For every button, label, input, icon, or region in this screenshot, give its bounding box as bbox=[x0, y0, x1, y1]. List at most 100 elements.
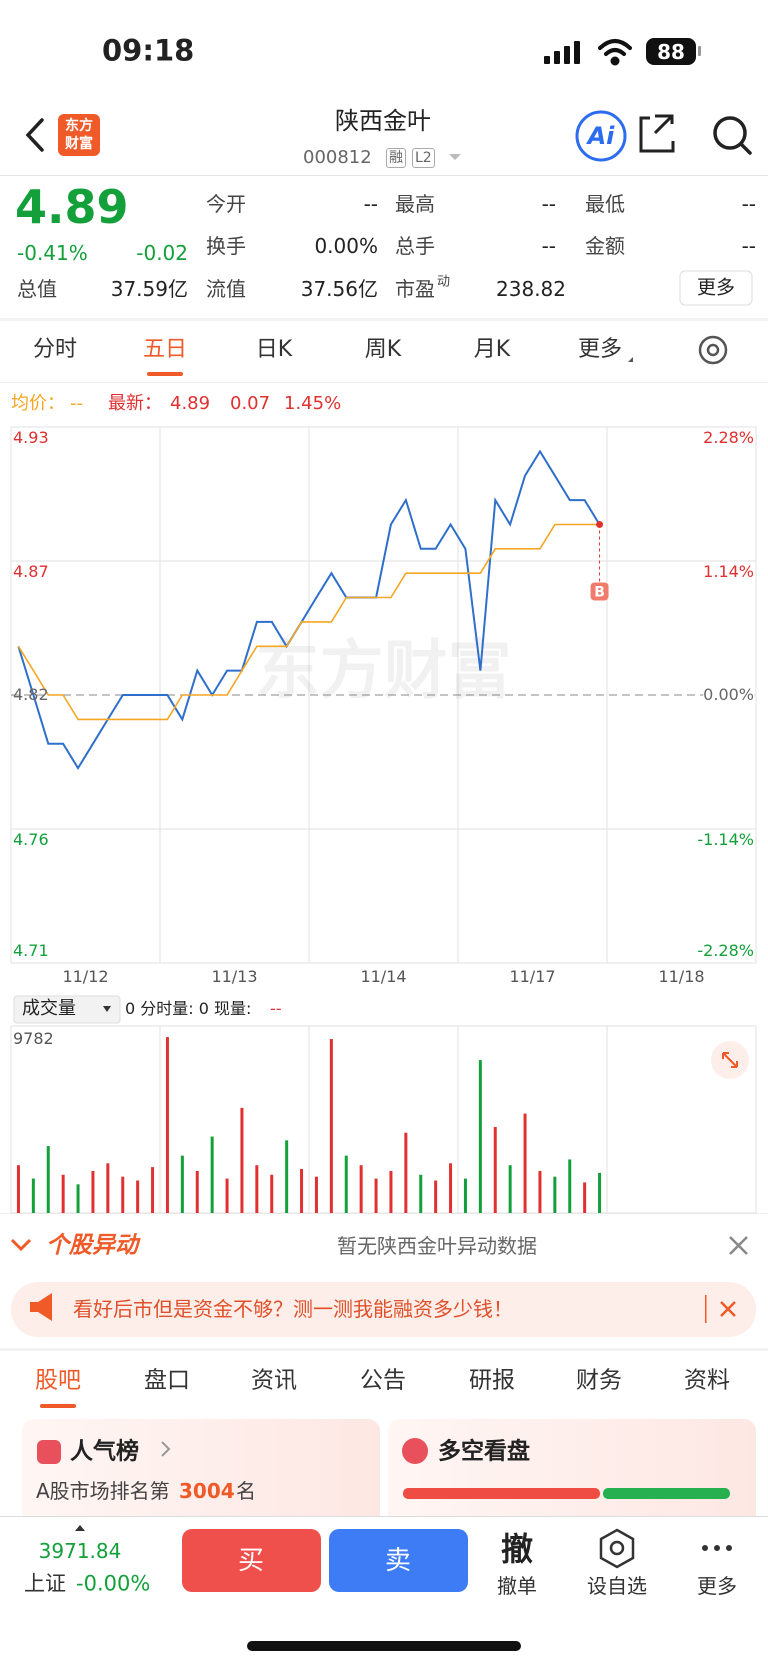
chart-tab[interactable]: 月K bbox=[473, 337, 511, 362]
tab-indicator bbox=[40, 1404, 76, 1408]
content-tab[interactable]: 公告 bbox=[360, 1367, 406, 1394]
wifi-icon bbox=[598, 39, 632, 66]
card-rank: 3004 bbox=[179, 1479, 235, 1503]
content-tab[interactable]: 财务 bbox=[576, 1367, 622, 1394]
content-tab[interactable]: 研报 bbox=[469, 1367, 515, 1394]
rank-icon bbox=[37, 1440, 61, 1464]
ai-button[interactable] bbox=[575, 110, 627, 162]
content-tab[interactable]: 盘口 bbox=[144, 1367, 190, 1394]
legend-value: 1.45% bbox=[284, 393, 342, 414]
index-value[interactable]: 3971.84 bbox=[38, 1539, 122, 1563]
field-value: -- bbox=[741, 234, 756, 258]
expand-icon bbox=[722, 1052, 738, 1068]
volume-selector[interactable] bbox=[13, 995, 121, 1024]
card-title: 人气榜 bbox=[70, 1438, 139, 1465]
alert-text: 暂无陕西金叶异动数据 bbox=[337, 1234, 537, 1258]
legend-label: 最新： bbox=[108, 393, 162, 414]
volume-selector-label[interactable]: 成交量 bbox=[22, 998, 76, 1019]
price: 4.89 bbox=[15, 180, 129, 234]
content-tab[interactable]: 资讯 bbox=[251, 1367, 297, 1394]
sell-button[interactable] bbox=[329, 1529, 468, 1592]
y2-tick-label: 0.00% bbox=[703, 685, 754, 704]
volume-bar bbox=[553, 1176, 557, 1213]
volume-bar bbox=[210, 1136, 214, 1213]
dropdown-icon[interactable] bbox=[449, 154, 461, 160]
search-icon[interactable] bbox=[713, 116, 752, 155]
close-icon[interactable] bbox=[729, 1236, 748, 1255]
collapse-icon[interactable] bbox=[10, 1238, 32, 1252]
stock-name: 陕西金叶 bbox=[335, 107, 431, 135]
volume-bar bbox=[255, 1165, 259, 1213]
settings-icon[interactable] bbox=[698, 335, 728, 365]
field-label: 总手 bbox=[395, 234, 435, 258]
vs-icon bbox=[402, 1438, 428, 1464]
more-tab-caret bbox=[628, 357, 633, 362]
volume-bar bbox=[419, 1174, 423, 1213]
chart-tab[interactable]: 更多 bbox=[577, 337, 623, 362]
content-tab[interactable]: 资料 bbox=[684, 1367, 730, 1394]
bull-bear-card[interactable] bbox=[388, 1419, 756, 1529]
sell-label[interactable]: 卖 bbox=[384, 1546, 412, 1576]
volume-bar bbox=[165, 1037, 169, 1213]
card-suffix: 名 bbox=[236, 1479, 256, 1503]
latest-dot bbox=[596, 520, 604, 528]
field-label: 流值 bbox=[206, 277, 246, 301]
logo bbox=[58, 114, 100, 156]
share-icon[interactable] bbox=[639, 114, 675, 153]
bottom-item-label[interactable]: 撤单 bbox=[497, 1574, 537, 1598]
content-tab[interactable]: 股吧 bbox=[35, 1367, 81, 1394]
card-text: A股市场排名第 bbox=[36, 1479, 170, 1503]
index-name[interactable]: 上证 bbox=[24, 1571, 66, 1596]
bear-bar bbox=[603, 1488, 730, 1499]
legend-label: 均价： bbox=[11, 393, 65, 414]
divider bbox=[0, 175, 768, 176]
chart-tab[interactable]: 五日 bbox=[142, 337, 188, 362]
more-button[interactable] bbox=[679, 270, 753, 306]
banner-text[interactable]: 看好后市但是资金不够？测一测我能融资多少钱！ bbox=[73, 1297, 513, 1321]
cancel-icon[interactable]: 撤 bbox=[500, 1530, 534, 1568]
watchlist-icon[interactable] bbox=[599, 1528, 635, 1569]
x-tick-label: 11/12 bbox=[62, 967, 109, 986]
bottom-item-label[interactable]: 更多 bbox=[697, 1574, 737, 1598]
banner[interactable] bbox=[11, 1282, 756, 1337]
volume-bar bbox=[16, 1165, 20, 1213]
rank-card[interactable] bbox=[22, 1419, 380, 1529]
buy-label[interactable]: 买 bbox=[237, 1546, 265, 1576]
volume-bar bbox=[583, 1182, 587, 1213]
more-button-label[interactable]: 更多 bbox=[696, 276, 736, 299]
change-percent: -0.41% bbox=[17, 241, 88, 265]
back-icon[interactable] bbox=[25, 118, 44, 152]
volume-bar bbox=[374, 1178, 378, 1213]
chart-tab[interactable]: 分时 bbox=[32, 337, 78, 362]
ai-label[interactable]: Ai bbox=[587, 122, 615, 150]
watermark: 东方财富 bbox=[256, 635, 512, 709]
y2-tick-label: -1.14% bbox=[697, 830, 754, 849]
volume-now: -- bbox=[270, 999, 282, 1018]
stock-code: 000812 bbox=[303, 147, 372, 168]
more-icon[interactable] bbox=[702, 1545, 732, 1551]
index-change[interactable]: -0.00% bbox=[76, 1571, 151, 1596]
signal-icon bbox=[544, 41, 580, 64]
volume-max-label: 9782 bbox=[13, 1029, 54, 1048]
x-tick-label: 11/17 bbox=[509, 967, 556, 986]
banner-close[interactable] bbox=[720, 1301, 736, 1317]
volume-bar bbox=[463, 1178, 467, 1213]
field-label: 换手 bbox=[206, 234, 246, 258]
bottom-item-label[interactable]: 设自选 bbox=[587, 1574, 647, 1598]
index-caret[interactable] bbox=[75, 1525, 85, 1531]
field-value: 238.82 bbox=[496, 277, 566, 301]
change: -0.02 bbox=[136, 241, 188, 265]
field-value: 0.00% bbox=[314, 234, 378, 258]
field-value: -- bbox=[363, 192, 378, 216]
chart-tab[interactable]: 周K bbox=[364, 337, 402, 362]
volume-bar bbox=[106, 1163, 110, 1213]
volume-bar bbox=[285, 1140, 289, 1213]
buy-button[interactable] bbox=[182, 1529, 321, 1592]
chart-tab[interactable]: 日K bbox=[255, 337, 293, 362]
field-label: 市盈 bbox=[395, 277, 435, 301]
battery-tip bbox=[698, 46, 701, 56]
volume-bar bbox=[121, 1176, 125, 1213]
volume-bar bbox=[478, 1060, 482, 1213]
alert-title: 个股异动 bbox=[46, 1232, 138, 1259]
volume-bar bbox=[76, 1184, 80, 1213]
